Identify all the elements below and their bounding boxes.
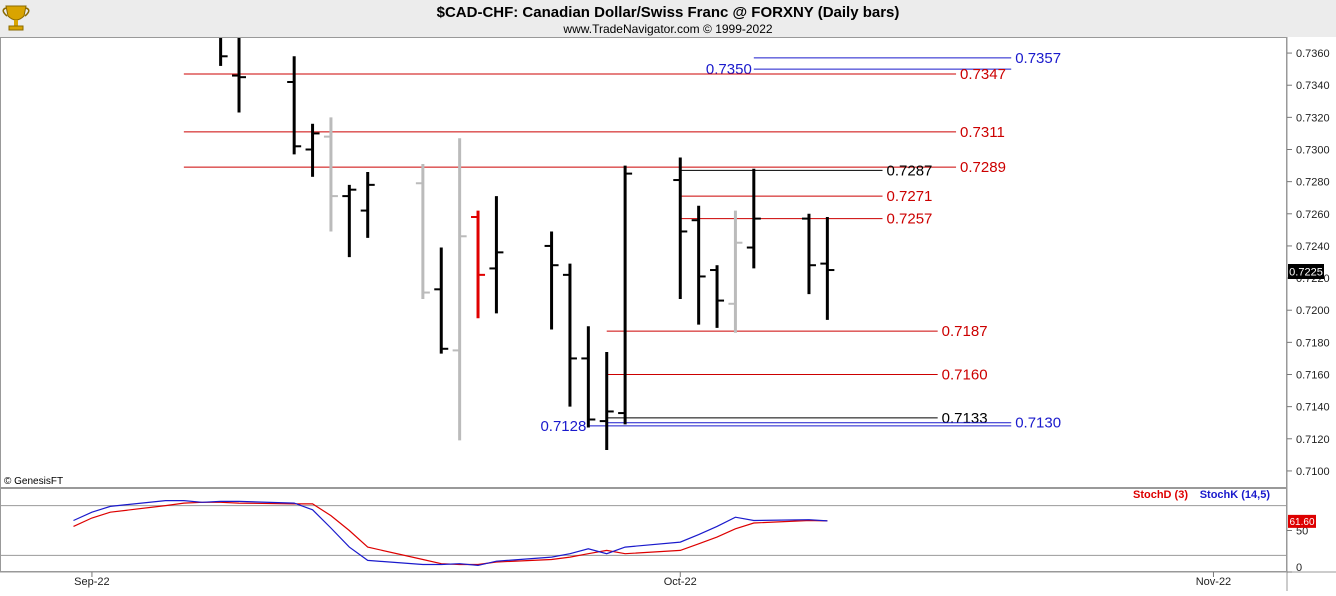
date-tick-label: Oct-22 (664, 576, 697, 588)
date-tick-label: Nov-22 (1196, 576, 1231, 588)
ohlc-bar (360, 172, 375, 238)
price-tick-label: 0.7360 (1296, 48, 1330, 60)
level-label-0.7271: 0.7271 (887, 188, 933, 205)
ohlc-bar (489, 196, 504, 314)
ohlc-bar (746, 168, 761, 269)
trophy-icon (2, 5, 30, 31)
stoch-last-badge (1288, 514, 1316, 528)
header-band (0, 0, 1336, 37)
price-tick-label: 0.7320 (1296, 112, 1330, 124)
price-tick-label: 0.7120 (1296, 434, 1330, 446)
ohlc-bar (599, 352, 614, 451)
ohlc-bar (452, 138, 467, 441)
price-tick-label: 0.7260 (1296, 209, 1330, 221)
watermark: © GenesisFT (4, 476, 63, 487)
price-tick-label: 0.7300 (1296, 145, 1330, 157)
stoch-series-k (73, 500, 828, 567)
level-label-0.7133: 0.7133 (942, 410, 988, 427)
ohlc-bar (710, 265, 725, 328)
ohlc-bar (232, 38, 247, 113)
stoch-tick-label: 50 (1296, 526, 1308, 538)
price-tick-label: 0.7180 (1296, 337, 1330, 349)
level-label-0.7187: 0.7187 (942, 323, 988, 340)
chart-title: $CAD-CHF: Canadian Dollar/Swiss Franc @ … (437, 4, 900, 21)
level-label-0.7311: 0.7311 (960, 124, 1005, 141)
price-tick-label: 0.7280 (1296, 177, 1330, 189)
ohlc-bar (820, 217, 835, 320)
ohlc-bar (323, 117, 338, 232)
price-tick-label: 0.7340 (1296, 80, 1330, 92)
level-label-0.7287: 0.7287 (887, 162, 933, 179)
stoch-tick-label: 0 (1296, 562, 1302, 574)
ohlc-bar (219, 38, 228, 66)
level-label-0.7130: 0.7130 (1015, 415, 1061, 432)
ohlc-bar (618, 165, 633, 425)
date-ticks: Sep-22 Oct-22 Nov-22 (74, 572, 1231, 588)
ohlc-bar (728, 210, 743, 333)
ohlc-bar (544, 231, 559, 330)
level-label-0.7350: 0.7350 (706, 61, 752, 78)
legend-stoch-d: StochD (3) (1133, 489, 1188, 501)
ohlc-bar (581, 326, 596, 428)
level-label-0.7289: 0.7289 (960, 159, 1006, 176)
stoch-lines (0, 500, 1287, 567)
ohlc-bar (415, 163, 430, 299)
last-price-label: 0.7225 (1289, 267, 1323, 279)
level-label-0.7160: 0.7160 (942, 367, 988, 384)
level-label-0.7347: 0.7347 (960, 66, 1006, 83)
stoch-ticks: 50 0 (1287, 526, 1308, 574)
level-label-0.7357: 0.7357 (1015, 50, 1061, 67)
ohlc-bar (342, 184, 357, 258)
ohlc-bar (471, 210, 486, 319)
price-tick-label: 0.7100 (1296, 466, 1330, 478)
chart-subtitle: www.TradeNavigator.com © 1999-2022 (562, 22, 772, 36)
level-label-0.7128: 0.7128 (540, 418, 586, 435)
date-tick-label: Sep-22 (74, 576, 109, 588)
ohlc-bar (434, 247, 449, 354)
price-bars (219, 38, 835, 451)
legend-stoch-k: StochK (14,5) (1200, 489, 1271, 501)
price-tick-label: 0.7240 (1296, 241, 1330, 253)
price-levels: 0.7357 0.7350 0.7347 0.7311 0.7289 0.7287 0.72… (183, 50, 1061, 435)
ohlc-bar (673, 157, 688, 299)
level-label-0.7257: 0.7257 (887, 211, 933, 228)
ohlc-bar (562, 263, 577, 407)
ohlc-bar (305, 123, 320, 177)
price-tick-label: 0.7160 (1296, 370, 1330, 382)
price-tick-label: 0.7140 (1296, 402, 1330, 414)
last-price-badge (1288, 264, 1324, 279)
ohlc-bar (691, 205, 706, 325)
ohlc-bar (287, 56, 302, 155)
stoch-last-label: 61.60 (1289, 517, 1314, 528)
price-tick-label: 0.7200 (1296, 305, 1330, 317)
ohlc-bar (801, 213, 816, 295)
